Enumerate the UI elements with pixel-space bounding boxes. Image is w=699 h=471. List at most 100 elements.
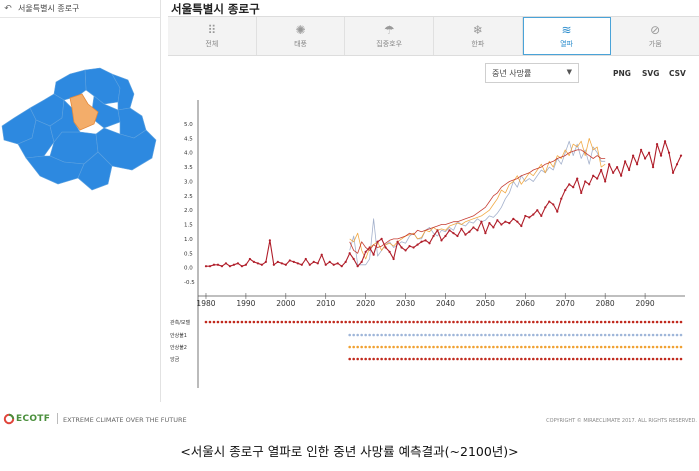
metric-select[interactable]: 중년 사망률 ▼ — [485, 63, 579, 83]
data-point — [480, 220, 483, 223]
data-point — [552, 203, 555, 206]
legend-dot — [444, 357, 447, 361]
legend-dot — [352, 320, 355, 324]
legend-dot — [536, 333, 539, 337]
tab-heatwave[interactable]: ≋ 열파 — [522, 17, 612, 55]
data-point — [404, 249, 407, 252]
data-point — [228, 265, 232, 268]
legend-dot — [520, 357, 523, 361]
legend-dot — [631, 333, 635, 337]
export-svg-button[interactable]: SVG — [642, 69, 660, 78]
legend-dot — [468, 357, 471, 361]
legend-dot — [520, 320, 523, 324]
legend-dot — [591, 345, 595, 349]
data-point — [356, 265, 359, 268]
legend-dot — [412, 333, 415, 337]
legend-dot — [543, 320, 547, 324]
legend-dot — [448, 357, 451, 361]
legend-row-dots — [348, 345, 683, 349]
legend-dot — [635, 357, 639, 361]
legend-dot — [563, 357, 567, 361]
legend-dot — [472, 357, 475, 361]
legend-dot — [591, 320, 595, 324]
tab-label: 전체 — [205, 40, 219, 48]
legend-dot — [232, 320, 236, 324]
legend-dot — [639, 357, 643, 361]
legend-dot — [452, 320, 455, 324]
legend-dot — [484, 320, 487, 324]
legend-dot — [671, 333, 675, 337]
x-tick-label: 2070 — [556, 299, 575, 308]
data-point — [524, 214, 527, 218]
legend-dot — [492, 357, 495, 361]
tab-heavy-rain[interactable]: ☂ 집중호우 — [345, 17, 435, 55]
data-point — [364, 250, 367, 253]
y-tick-label: 0.5 — [184, 251, 193, 257]
data-point — [204, 265, 208, 268]
data-point — [532, 213, 535, 216]
legend-dot — [328, 320, 332, 324]
legend-dot — [512, 320, 515, 324]
tab-label: 태풍 — [294, 40, 307, 48]
data-point — [679, 154, 683, 157]
data-point — [671, 171, 675, 174]
legend-dot — [372, 357, 375, 361]
legend-dot — [627, 320, 631, 324]
legend-dot — [575, 333, 579, 337]
legend-dot — [432, 345, 435, 349]
y-tick-label: 4.5 — [184, 136, 193, 142]
legend-dot — [607, 345, 611, 349]
export-csv-button[interactable]: CSV — [669, 69, 686, 78]
legend-dot — [304, 320, 308, 324]
data-point — [647, 151, 651, 154]
legend-dot — [667, 320, 671, 324]
legend-dot — [607, 333, 611, 337]
y-tick-label: 1.0 — [184, 237, 193, 243]
legend-dot — [655, 333, 659, 337]
export-png-button[interactable]: PNG — [613, 69, 631, 78]
legend-dot — [516, 333, 519, 337]
tab-all[interactable]: ⠿ 전체 — [168, 17, 257, 55]
undo-arrow-icon[interactable]: ↶ — [4, 3, 12, 14]
legend-dot — [651, 320, 655, 324]
legend-dot — [316, 320, 320, 324]
legend-dot — [583, 345, 587, 349]
legend-dot — [428, 333, 431, 337]
legend-dot — [452, 333, 455, 337]
data-point — [444, 234, 447, 238]
legend-dot — [532, 345, 535, 349]
data-point — [340, 265, 343, 268]
y-tick-label: -0.5 — [184, 280, 195, 286]
ecotf-logo-icon — [3, 413, 15, 425]
data-point — [572, 186, 575, 189]
legend-dot — [563, 345, 567, 349]
legend-dot — [551, 320, 555, 324]
legend-dot — [659, 333, 663, 337]
legend-dot — [508, 320, 511, 324]
tab-drought[interactable]: ⊘ 가뭄 — [611, 17, 699, 55]
seoul-district-map[interactable] — [0, 60, 160, 210]
data-point — [624, 160, 627, 163]
legend-dot — [675, 333, 679, 337]
data-point — [496, 219, 499, 222]
legend-dot — [408, 320, 411, 324]
data-point — [588, 183, 591, 186]
data-point — [675, 163, 679, 166]
tab-typhoon[interactable]: ✺ 태풍 — [257, 17, 346, 55]
legend-dot — [404, 345, 407, 349]
y-tick-label: 4.0 — [184, 151, 193, 157]
legend-dot — [647, 320, 651, 324]
legend-dot — [571, 357, 575, 361]
data-point — [232, 263, 236, 266]
legend-dot — [364, 345, 367, 349]
data-point — [639, 148, 643, 151]
main-panel: 서울특별시 종로구 ⠿ 전체 ✺ 태풍 ☂ 집중호우 ❄ 한파 ≋ 열파 ⊘ 가… — [168, 0, 699, 402]
legend-dot — [635, 320, 639, 324]
legend-dot — [647, 333, 651, 337]
data-point — [500, 223, 503, 226]
legend-dot — [376, 345, 379, 349]
legend-dot — [539, 333, 543, 337]
tab-cold-wave[interactable]: ❄ 한파 — [434, 17, 523, 55]
x-tick-label: 1980 — [196, 299, 215, 308]
legend-dot — [627, 357, 631, 361]
